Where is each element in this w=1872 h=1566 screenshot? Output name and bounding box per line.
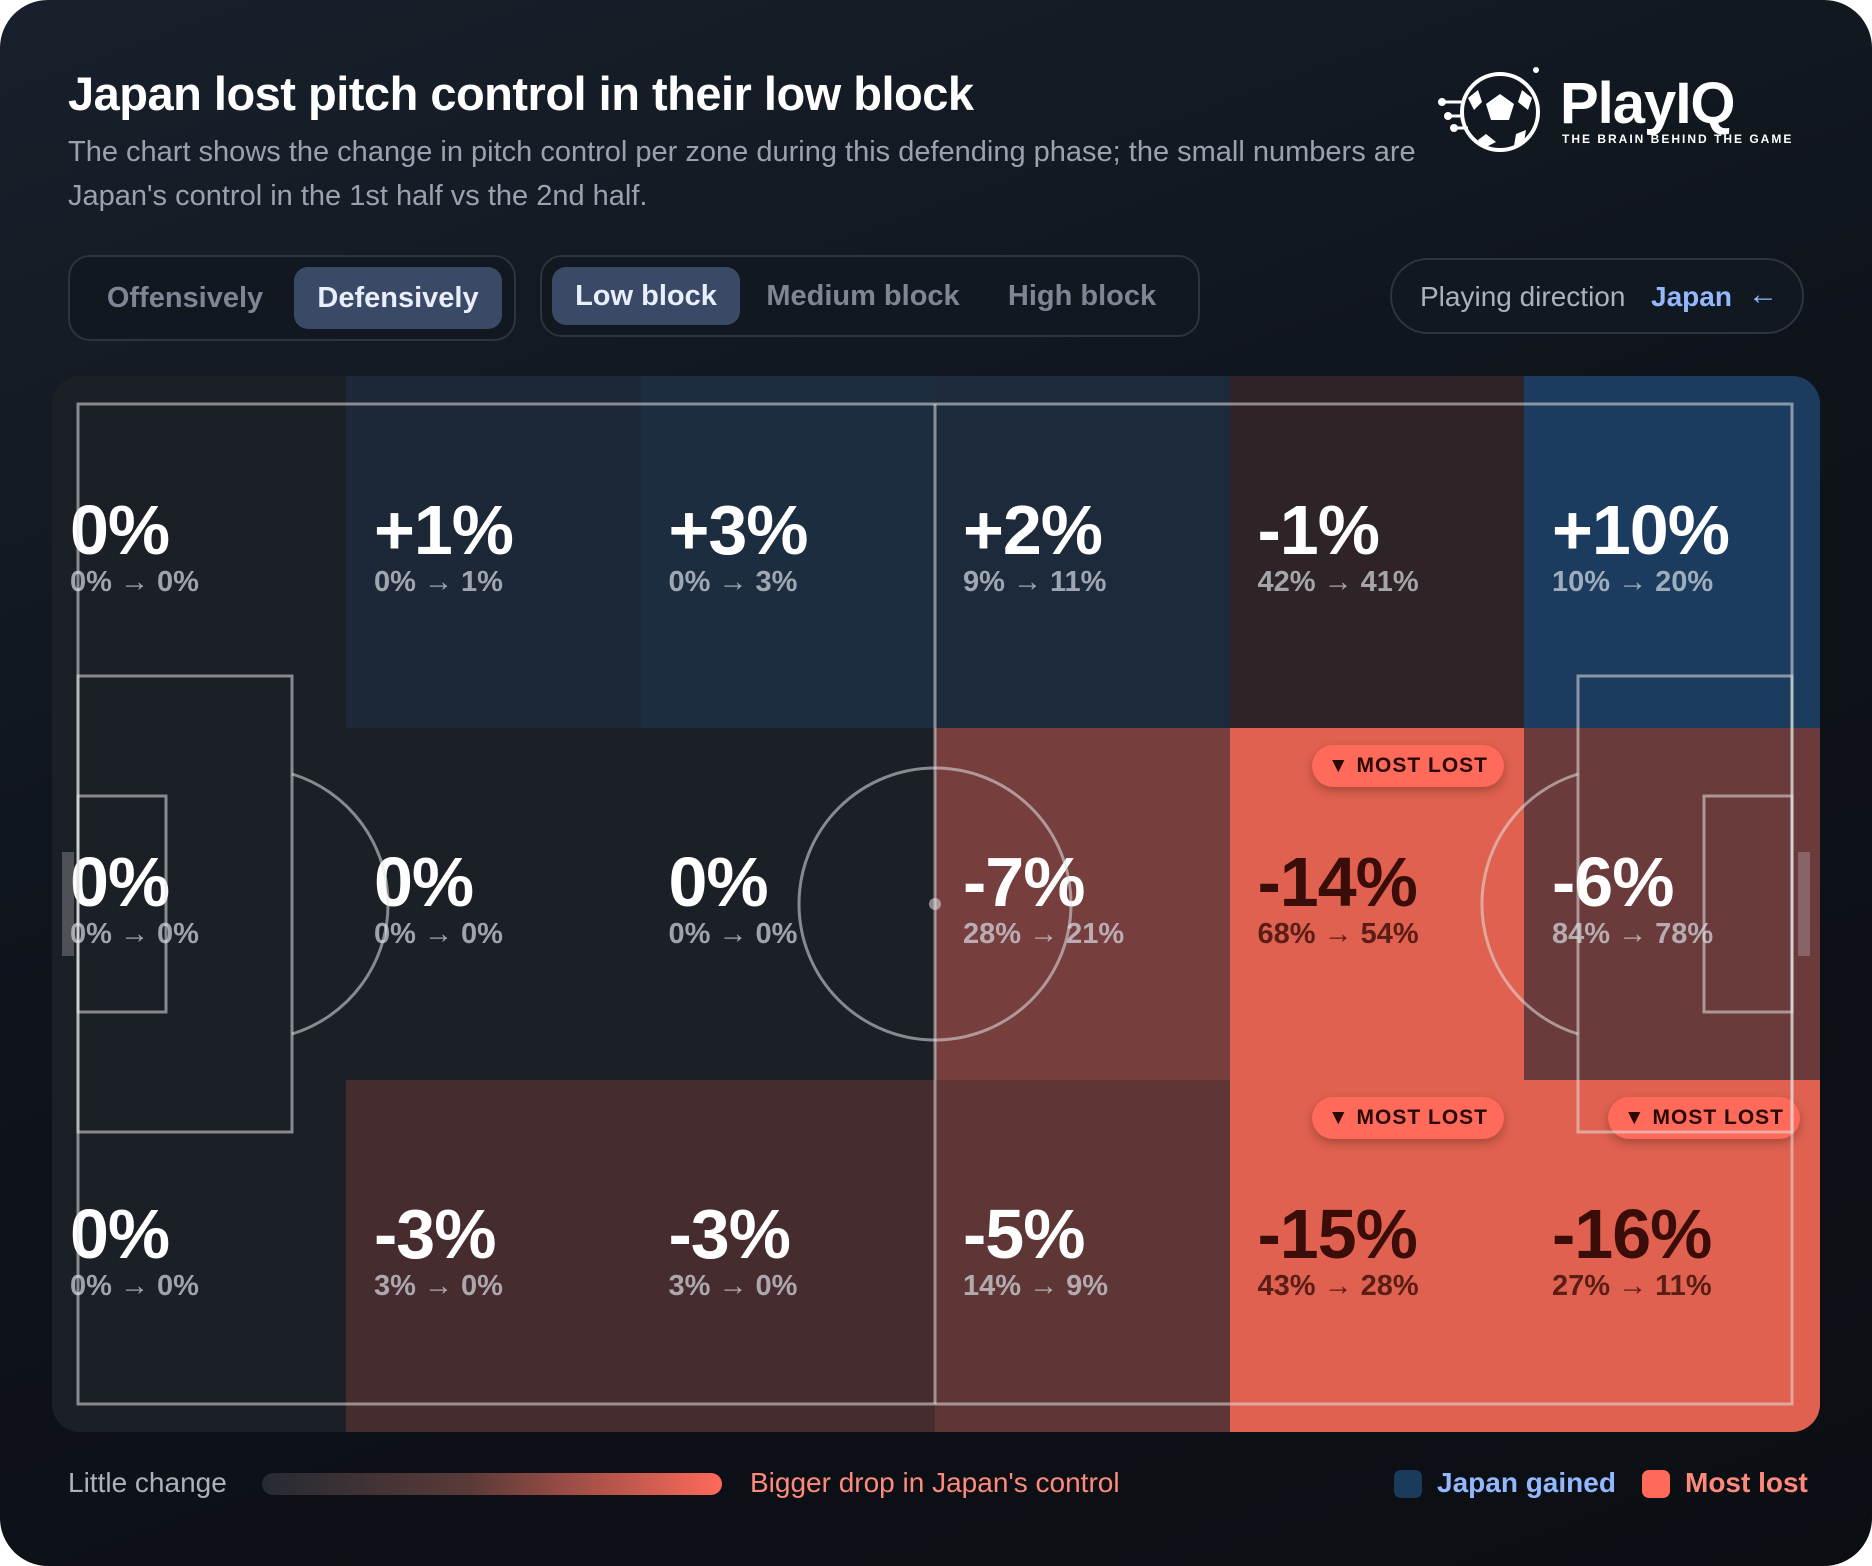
zone-half-comparison: 27% → 11% (1552, 1270, 1712, 1302)
heatmap-zone: 0% 0% → 0% (52, 728, 347, 1080)
zone-half-comparison: 3% → 0% (668, 1270, 798, 1302)
legend-gained-swatch (1394, 1470, 1422, 1498)
zone-half-comparison: 10% → 20% (1552, 566, 1714, 598)
heatmap-zone: -3% 3% → 0% (346, 1080, 641, 1432)
zone-half-comparison: 0% → 0% (668, 918, 798, 950)
zone-change-value: +2% (963, 491, 1103, 569)
heatmap-zone: -3% 3% → 0% (640, 1080, 935, 1432)
zone-change-value: -14% (1257, 843, 1418, 921)
pitch-heatmap: 0% 0% → 0% +1% 0% → 1% +3% 0% → 3% +2% 9% → 11%… (52, 376, 1820, 1432)
zone-half-comparison: 0% → 1% (374, 566, 503, 598)
tab-medium-block[interactable]: Medium block (766, 279, 960, 312)
heatmap-zone: 0% 0% → 0% (52, 1080, 347, 1432)
zone-change-value: -7% (963, 843, 1085, 921)
zone-half-comparison: 3% → 0% (374, 1270, 503, 1302)
block-toggle: Low block Medium block High block (540, 255, 1200, 337)
zone-half-comparison: 0% → 0% (70, 1270, 199, 1302)
legend-bigger-drop: Bigger drop in Japan's control (750, 1467, 1120, 1498)
heatmap-zone: 0% 0% → 0% (640, 728, 935, 1080)
zone-change-value: +3% (668, 491, 809, 569)
zone-change-value: 0% (70, 1195, 170, 1273)
chart-title: Japan lost pitch control in their low bl… (68, 67, 974, 120)
zone-change-value: 0% (70, 491, 170, 569)
tab-offensively[interactable]: Offensively (106, 281, 264, 314)
zone-change-value: -6% (1552, 843, 1674, 921)
playiq-logo: PlayIQ THE BRAIN BEHIND THE GAME (1438, 62, 1791, 162)
zone-change-value: +1% (374, 491, 514, 569)
zone-half-comparison: 14% → 9% (963, 1270, 1109, 1302)
most-lost-badge: ▼ MOST LOST (1311, 745, 1504, 787)
heatmap-zone: +3% 0% → 3% (640, 376, 935, 728)
heatmap-zone: 0% 0% → 0% (52, 376, 347, 728)
playing-direction-label: Playing direction (1420, 281, 1626, 312)
heatmap-zone: -1% 42% → 41% (1229, 376, 1524, 728)
heatmap-zone: -5% 14% → 9% (935, 1080, 1230, 1432)
zone-change-value: -15% (1257, 1195, 1418, 1273)
zone-half-comparison: 0% → 0% (70, 918, 199, 950)
zone-change-value: -3% (374, 1195, 496, 1273)
heatmap-zone: -15% 43% → 28% ▼ MOST LOST (1229, 1080, 1524, 1432)
tab-low-block[interactable]: Low block (552, 267, 740, 325)
zone-change-value: 0% (668, 843, 769, 921)
heatmap-zone: +2% 9% → 11% (935, 376, 1230, 728)
zone-change-value: 0% (374, 843, 474, 921)
playing-direction-pill[interactable]: Playing direction Japan ← (1390, 258, 1804, 334)
zone-half-comparison: 43% → 28% (1257, 1270, 1419, 1302)
tab-defensively[interactable]: Defensively (294, 267, 502, 329)
heatmap-zone: 0% 0% → 0% (346, 728, 641, 1080)
arrow-left-icon: ← (1748, 278, 1778, 311)
zone-change-value: -3% (668, 1195, 791, 1273)
heatmap-zone: -7% 28% → 21% (935, 728, 1230, 1080)
heatmap-zone: -14% 68% → 54% ▼ MOST LOST (1229, 728, 1524, 1080)
tab-high-block[interactable]: High block (1007, 279, 1157, 312)
most-lost-badge: ▼ MOST LOST (1311, 1097, 1504, 1139)
zone-change-value: -16% (1552, 1195, 1712, 1273)
legend-gradient-bar (262, 1473, 722, 1495)
zone-change-value: +10% (1552, 491, 1730, 569)
zone-half-comparison: 9% → 11% (963, 566, 1107, 598)
logo-tagline: THE BRAIN BEHIND THE GAME (1562, 132, 1794, 146)
zone-half-comparison: 28% → 21% (963, 918, 1125, 950)
zone-half-comparison: 84% → 78% (1552, 918, 1714, 950)
legend-little-change: Little change (68, 1467, 227, 1498)
soccer-ball-icon (1438, 67, 1540, 152)
zone-half-comparison: 68% → 54% (1257, 918, 1419, 950)
legend-gained-label: Japan gained (1437, 1467, 1616, 1498)
zone-half-comparison: 0% → 3% (668, 566, 798, 598)
legend-most-lost-swatch (1642, 1470, 1670, 1498)
zone-half-comparison: 0% → 0% (70, 566, 199, 598)
playing-direction-team: Japan (1651, 281, 1732, 312)
heatmap-zone: -6% 84% → 78% (1524, 728, 1820, 1080)
most-lost-badge: ▼ MOST LOST (1607, 1097, 1800, 1139)
heatmap-zone: +10% 10% → 20% (1524, 376, 1820, 728)
heatmap-zone: +1% 0% → 1% (346, 376, 641, 728)
zone-half-comparison: 42% → 41% (1257, 566, 1419, 598)
zone-change-value: -5% (963, 1195, 1085, 1273)
zone-change-value: -1% (1257, 491, 1380, 569)
zone-change-value: 0% (70, 843, 170, 921)
legend-most-lost-label: Most lost (1685, 1467, 1808, 1498)
logo-wordmark: PlayIQ (1560, 71, 1736, 136)
zone-half-comparison: 0% → 0% (374, 918, 503, 950)
heatmap-zone: -16% 27% → 11% ▼ MOST LOST (1524, 1080, 1820, 1432)
chart-subtitle: The chart shows the change in pitch cont… (68, 136, 1416, 212)
mode-toggle: Offensively Defensively (68, 255, 516, 341)
